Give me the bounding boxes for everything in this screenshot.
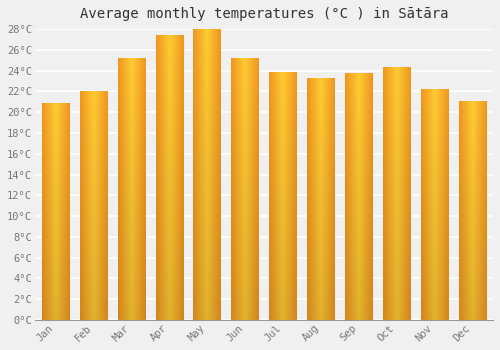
Title: Average monthly temperatures (°C ) in Sātāra: Average monthly temperatures (°C ) in Sā… [80,7,448,21]
